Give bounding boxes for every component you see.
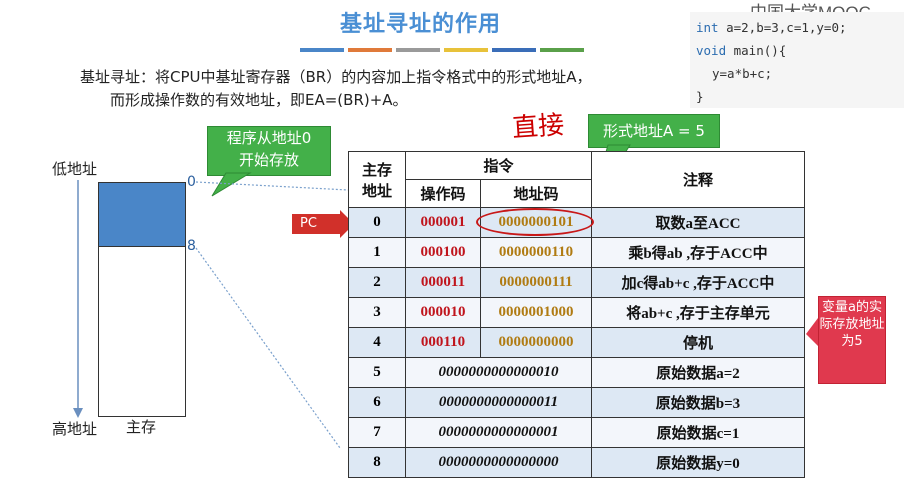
header-address: 主存 地址 [348, 151, 406, 208]
row-note: 取数a至ACC [591, 207, 805, 238]
code-text: } [696, 89, 704, 104]
row-note: 原始数据y=0 [591, 447, 805, 478]
table-row: 4 000110 0000000000 停机 [348, 327, 805, 358]
main-memory-block [98, 182, 186, 417]
code-text: a=2,b=3,c=1,y=0; [718, 20, 847, 35]
program-region [99, 183, 185, 247]
row-address-code: 0000000110 [480, 237, 592, 268]
color-segment [348, 48, 392, 52]
table-row: 3 000010 0000001000 将ab+c ,存于主存单元 [348, 297, 805, 328]
dotted-line-bottom [195, 247, 341, 449]
instruction-table: 主存 地址 指令 注释 操作码 地址码 0 000001 0000000101 … [348, 151, 805, 478]
row-address: 7 [348, 417, 406, 448]
main-memory-label: 主存 [126, 418, 157, 436]
row-data: 0000000000000010 [405, 357, 592, 388]
handwritten-note: 直接 [511, 110, 566, 144]
color-segment [300, 48, 344, 52]
color-segment [540, 48, 584, 52]
row-address: 8 [348, 447, 406, 478]
row-data: 0000000000000011 [405, 387, 592, 418]
pc-pointer: PC [292, 214, 340, 234]
page-title: 基址寻址的作用 [340, 12, 502, 37]
callout-text: 开始存放 [238, 151, 299, 169]
callout1-pointer [211, 172, 252, 197]
row-address: 1 [348, 237, 406, 268]
code-snippet: int a=2,b=3,c=1,y=0; void main(){ y=a*b+… [690, 12, 904, 108]
table-row: 1 000100 0000000110 乘b得ab ,存于ACC中 [348, 237, 805, 268]
description-line-2: 而形成操作数的有效地址，即EA=(BR)+A。 [110, 91, 408, 109]
row-opcode: 000001 [405, 207, 481, 238]
row-address: 4 [348, 327, 406, 358]
row-opcode: 000100 [405, 237, 481, 268]
arrow-head [73, 408, 83, 418]
row-address: 0 [348, 207, 406, 238]
dotted-line-top [195, 181, 349, 191]
table-row: 6 0000000000000011 原始数据b=3 [348, 387, 805, 418]
description-line-1: 基址寻址：将CPU中基址寄存器（BR）的内容加上指令格式中的形式地址A， [80, 68, 592, 86]
program-start-callout: 程序从地址0 开始存放 [207, 126, 331, 176]
header-note: 注释 [591, 151, 805, 208]
row-address-code: 0000000111 [480, 267, 592, 298]
callout-text: 程序从地址0 [226, 129, 312, 147]
row-note: 乘b得ab ,存于ACC中 [591, 237, 805, 268]
row-address-code: 0000000000 [480, 327, 592, 358]
row-address: 5 [348, 357, 406, 388]
row-data: 0000000000000000 [405, 447, 592, 478]
color-segment [492, 48, 536, 52]
row-note: 停机 [591, 327, 805, 358]
row-opcode: 000010 [405, 297, 481, 328]
title-color-bar [300, 48, 584, 52]
code-text: main(){ [726, 43, 787, 58]
header-instruction: 指令 [405, 151, 592, 180]
row-note: 加c得ab+c ,存于ACC中 [591, 267, 805, 298]
header-opcode: 操作码 [405, 179, 481, 208]
high-address-label: 高地址 [52, 420, 98, 438]
row-note: 原始数据c=1 [591, 417, 805, 448]
table-row: 7 0000000000000001 原始数据c=1 [348, 417, 805, 448]
low-address-label: 低地址 [52, 160, 98, 178]
row-address: 3 [348, 297, 406, 328]
handwritten-circle [476, 208, 594, 236]
color-segment [396, 48, 440, 52]
row-opcode: 000011 [405, 267, 481, 298]
row-note: 将ab+c ,存于主存单元 [591, 297, 805, 328]
row-address: 6 [348, 387, 406, 418]
header-text: 地址 [361, 183, 392, 200]
row-note: 原始数据b=3 [591, 387, 805, 418]
row-address: 2 [348, 267, 406, 298]
address-mark-0: 0 [187, 174, 196, 190]
row-note: 原始数据a=2 [591, 357, 805, 388]
pc-arrow-tip [340, 210, 354, 238]
header-text: 主存 [361, 162, 392, 179]
table-row: 5 0000000000000010 原始数据a=2 [348, 357, 805, 388]
variable-address-callout: 变量a的实际存放地址为5 [818, 296, 886, 384]
row-address-code: 0000001000 [480, 297, 592, 328]
code-keyword: void [696, 43, 727, 58]
table-row: 8 0000000000000000 原始数据y=0 [348, 447, 805, 478]
callout3-pointer [806, 318, 818, 346]
code-text: y=a*b+c; [712, 66, 773, 81]
header-address-code: 地址码 [480, 179, 592, 208]
address-mark-8: 8 [187, 238, 196, 254]
color-segment [444, 48, 488, 52]
row-opcode: 000110 [405, 327, 481, 358]
row-data: 0000000000000001 [405, 417, 592, 448]
code-keyword: int [696, 20, 719, 35]
formal-address-callout: 形式地址A = 5 [588, 114, 720, 148]
table-row: 2 000011 0000000111 加c得ab+c ,存于ACC中 [348, 267, 805, 298]
